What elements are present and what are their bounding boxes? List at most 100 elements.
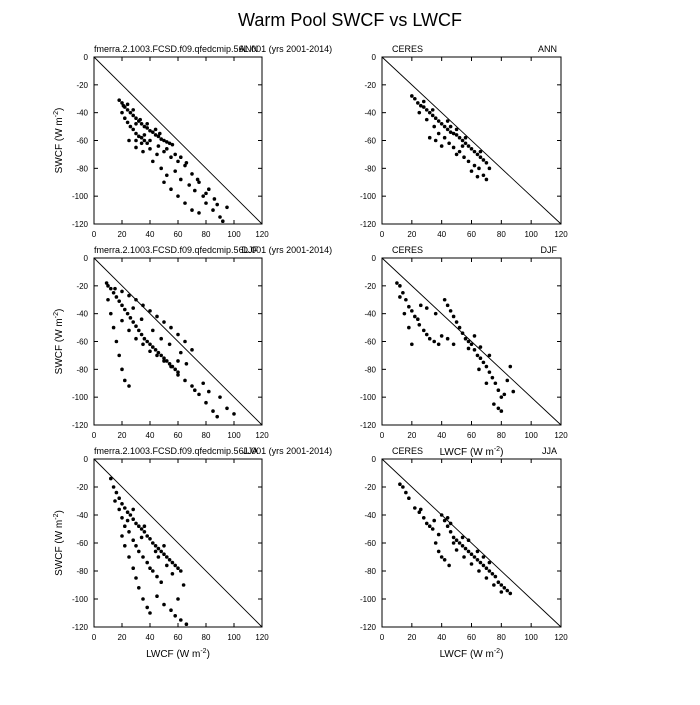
y-tick-label: 0 (84, 53, 89, 62)
data-point (413, 506, 417, 510)
data-point (151, 541, 155, 545)
data-point (447, 563, 451, 568)
data-point (111, 290, 116, 295)
panel-1: 0 20 40 60 80 100 120 0 -20 -40 -60 -80 -100 -120 fmer… (53, 44, 332, 239)
data-point (183, 378, 187, 383)
data-point (134, 122, 138, 126)
data-point (232, 412, 236, 416)
data-point (128, 316, 133, 320)
y-tick-label: -20 (76, 81, 88, 90)
data-point (141, 597, 145, 601)
data-point (151, 130, 155, 134)
panel-season-label: DJF (541, 245, 558, 255)
data-point (448, 130, 453, 134)
data-point (207, 187, 211, 192)
data-point (120, 303, 124, 308)
x-tick-label: 100 (227, 431, 241, 440)
data-point (221, 219, 225, 224)
data-point (462, 555, 466, 559)
data-point (502, 392, 507, 397)
data-point (215, 414, 219, 419)
data-point (153, 133, 158, 137)
data-point (460, 144, 465, 148)
panel-2: 0 20 40 60 80 100 120 0 -20 -40 -60 -80 -100 -120 CERE… (360, 44, 568, 239)
data-point (511, 389, 516, 394)
data-point (134, 297, 138, 302)
data-point (410, 94, 414, 98)
x-tick-label: 40 (146, 230, 155, 239)
data-point (127, 293, 131, 298)
data-point (139, 332, 144, 337)
data-point (442, 297, 447, 302)
data-point (410, 342, 414, 347)
data-point (187, 183, 191, 187)
data-point (125, 108, 130, 112)
data-point (499, 583, 504, 587)
data-point (125, 311, 130, 316)
data-point (460, 138, 465, 143)
data-point (159, 549, 163, 554)
page-title: Warm Pool SWCF vs LWCF (238, 10, 462, 30)
y-tick-label: -120 (360, 220, 377, 229)
x-tick-label: 80 (202, 230, 211, 239)
data-point (120, 101, 124, 105)
data-point (127, 328, 131, 333)
data-point (463, 141, 468, 146)
x-tick-label: 20 (118, 633, 127, 642)
y-tick-label: -20 (364, 483, 376, 492)
data-point (156, 134, 161, 139)
data-point (125, 518, 130, 523)
data-point (141, 342, 145, 347)
data-point (451, 342, 456, 347)
data-point (131, 306, 135, 310)
y-tick-label: -100 (72, 595, 89, 604)
data-point (448, 124, 453, 129)
data-point (432, 339, 437, 344)
data-point (109, 286, 113, 291)
data-point (433, 311, 438, 316)
data-point (418, 507, 423, 512)
data-point (131, 538, 135, 542)
data-point (162, 544, 166, 548)
data-point (472, 149, 477, 154)
data-point (469, 552, 474, 556)
data-point (162, 602, 166, 607)
data-point (170, 572, 175, 576)
data-point (139, 122, 144, 126)
data-point (109, 476, 113, 481)
data-point (170, 142, 175, 147)
data-point (454, 320, 459, 324)
data-point (173, 169, 177, 173)
data-point (134, 138, 138, 143)
data-point (432, 124, 437, 129)
data-point (183, 201, 187, 205)
data-point (448, 530, 453, 534)
panel-4: 0 20 40 60 80 100 120 0 -20 -40 -60 -80 -100 -120 CERE… (360, 245, 568, 458)
data-point (159, 137, 163, 141)
data-point (469, 562, 474, 566)
data-point (477, 166, 481, 171)
data-point (158, 131, 162, 136)
data-point (442, 124, 447, 129)
data-point (151, 569, 155, 573)
data-point (478, 356, 483, 361)
data-point (193, 388, 197, 393)
data-point (120, 110, 124, 115)
y-tick-label: 0 (372, 455, 377, 464)
data-point (165, 173, 169, 178)
data-point (469, 342, 474, 347)
data-point (460, 331, 465, 335)
y-axis-title: SWCF (W m-2) (53, 309, 65, 375)
data-point (165, 555, 169, 559)
data-point (463, 546, 468, 551)
data-point (439, 513, 444, 517)
data-point (142, 138, 147, 143)
x-tick-label: 120 (554, 431, 568, 440)
data-point (475, 174, 480, 179)
data-point (457, 149, 462, 154)
data-point (190, 384, 194, 388)
x-tick-label: 80 (497, 431, 506, 440)
data-point (424, 306, 429, 310)
y-tick-label: -80 (76, 567, 88, 576)
x-tick-label: 120 (255, 633, 269, 642)
